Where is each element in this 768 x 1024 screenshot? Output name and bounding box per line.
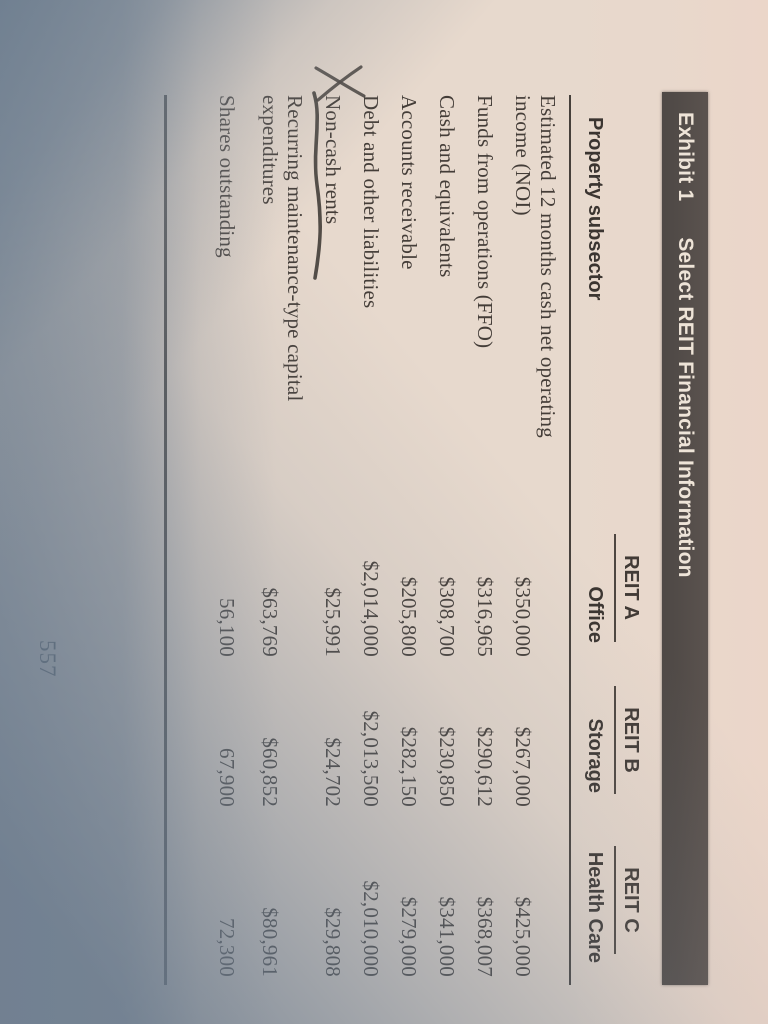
- column-header-health-care: Health Care: [570, 815, 610, 985]
- row-label: Recurring maintenance-type capital expen…: [258, 95, 307, 402]
- row-label: Funds from operations (FFO): [473, 95, 497, 349]
- exhibit-header-bar: Exhibit 1 Select REIT Financial Informati…: [662, 92, 708, 985]
- pencil-underline-icon: [312, 91, 322, 280]
- cell-value: $24,702: [321, 737, 345, 807]
- cell-value: $2,014,000: [359, 560, 383, 658]
- page-number: 557: [35, 640, 60, 678]
- cell-value: $2,010,000: [359, 880, 383, 978]
- cell-value: $279,000: [397, 896, 421, 977]
- cell-value: $205,800: [397, 576, 421, 657]
- group-header-spacer: [610, 95, 652, 510]
- cell-value: $2,013,500: [359, 710, 383, 808]
- group-header-reit-b: REIT B: [614, 686, 642, 794]
- group-header-reit-c: REIT C: [614, 846, 642, 954]
- row-label: Debt and other liabilities: [359, 95, 383, 309]
- cell-value: $316,965: [473, 576, 497, 657]
- cell-value: $267,000: [511, 726, 535, 807]
- cell-value: $290,612: [473, 726, 497, 807]
- cell-value: $282,150: [397, 726, 421, 807]
- cell-value: $368,007: [473, 896, 497, 977]
- table-row: Debt and other liabilities $2,014,000 $2,0…: [354, 95, 392, 985]
- table-row: Shares outstanding 56,100 67,900 72,300: [210, 95, 253, 985]
- table-row: Funds from operations (FFO) $316,965 $290,…: [468, 95, 506, 985]
- cell-value: $60,852: [258, 737, 282, 807]
- cell-value: $341,000: [435, 896, 459, 977]
- table-row: Cash and equivalents $308,700 $230,850 $341…: [430, 95, 468, 985]
- cell-value: $25,991: [321, 587, 345, 657]
- cell-value: $425,000: [511, 896, 535, 977]
- table-row: Accounts receivable $205,800 $282,150 $279,…: [392, 95, 430, 985]
- column-header-storage: Storage: [570, 665, 610, 815]
- cell-value: 72,300: [215, 918, 239, 977]
- table-row: Estimated 12 months cash net operating i…: [506, 95, 570, 985]
- cell-value: $308,700: [435, 576, 459, 657]
- cell-value: $230,850: [435, 726, 459, 807]
- column-header-row: Property subsector Office Storage Health…: [570, 95, 610, 985]
- cell-value: 67,900: [215, 748, 239, 807]
- cell-value: $350,000: [511, 576, 535, 657]
- cell-value: 56,100: [215, 598, 239, 657]
- table-row: Recurring maintenance-type capital expen…: [253, 95, 316, 985]
- stub-header-property-subsector: Property subsector: [570, 95, 610, 510]
- row-label: Cash and equivalents: [435, 95, 459, 278]
- table-bottom-rule: [164, 95, 167, 985]
- group-header-reit-a: REIT A: [614, 533, 642, 642]
- exhibit-label: Exhibit 1: [674, 112, 697, 202]
- exhibit-title: Select REIT Financial Information: [674, 237, 697, 578]
- cell-value: $29,808: [321, 907, 345, 977]
- cell-value: $63,769: [258, 587, 282, 657]
- row-label: Estimated 12 months cash net operating i…: [511, 95, 560, 438]
- row-label: Accounts receivable: [397, 95, 421, 270]
- group-header-row: REIT A REIT B REIT C: [610, 95, 652, 985]
- row-label: Shares outstanding: [215, 95, 239, 258]
- reit-financial-table: REIT A REIT B REIT C Property subsector …: [210, 95, 652, 985]
- column-header-office: Office: [570, 510, 610, 665]
- cell-value: $80,961: [258, 907, 282, 977]
